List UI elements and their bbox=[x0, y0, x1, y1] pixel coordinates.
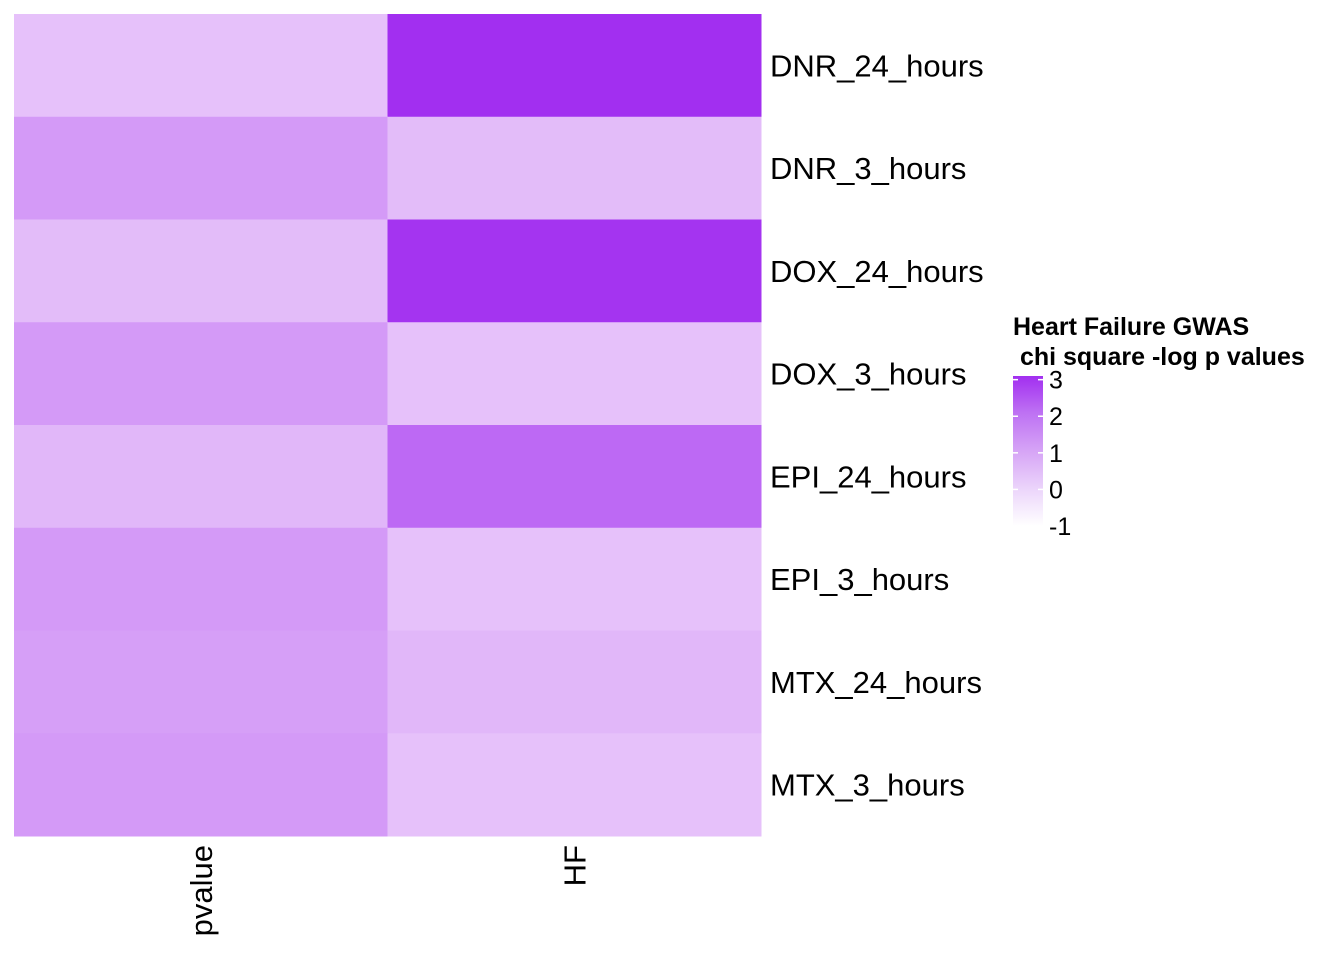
heatmap-cell-EPI_3_hours-HF bbox=[387, 527, 762, 631]
heatmap-cell-DOX_3_hours-pvalue bbox=[14, 322, 388, 426]
row-label: DNR_24_hours bbox=[770, 48, 984, 83]
heatmap-cells bbox=[14, 14, 762, 837]
heatmap-cell-MTX_3_hours-pvalue bbox=[14, 733, 388, 837]
legend-tick-label: 2 bbox=[1049, 403, 1063, 431]
legend-tick-label: 0 bbox=[1049, 476, 1063, 504]
heatmap-cell-DNR_3_hours-pvalue bbox=[14, 116, 388, 220]
heatmap-cell-DOX_24_hours-pvalue bbox=[14, 219, 388, 323]
legend-title-line1: Heart Failure GWAS bbox=[1013, 313, 1249, 341]
heatmap-cell-DOX_24_hours-HF bbox=[387, 219, 762, 323]
heatmap-cell-MTX_3_hours-HF bbox=[387, 733, 762, 837]
heatmap-cell-DNR_24_hours-pvalue bbox=[14, 14, 388, 118]
heatmap-cell-DNR_3_hours-HF bbox=[387, 116, 762, 220]
row-label: EPI_3_hours bbox=[770, 562, 949, 597]
row-label: DNR_3_hours bbox=[770, 151, 966, 186]
heatmap-cell-DOX_3_hours-HF bbox=[387, 322, 762, 426]
heatmap-cell-EPI_3_hours-pvalue bbox=[14, 527, 388, 631]
row-label: DOX_24_hours bbox=[770, 254, 984, 289]
legend-tick-label: 3 bbox=[1049, 367, 1063, 395]
legend-colorbar bbox=[1013, 376, 1043, 526]
column-label: pvalue bbox=[184, 845, 219, 936]
heatmap-cell-EPI_24_hours-pvalue bbox=[14, 425, 388, 529]
row-label: MTX_3_hours bbox=[770, 768, 965, 803]
legend-tick-label: -1 bbox=[1049, 513, 1071, 541]
heatmap-cell-EPI_24_hours-HF bbox=[387, 425, 762, 529]
row-label: DOX_3_hours bbox=[770, 357, 966, 392]
column-label: HF bbox=[557, 845, 592, 886]
color-legend: Heart Failure GWAS chi square -log p val… bbox=[1013, 313, 1305, 541]
column-labels: pvalue HF bbox=[184, 845, 593, 936]
row-labels: DNR_24_hours DNR_3_hours DOX_24_hours DOX_3… bbox=[770, 48, 984, 802]
heatmap-cell-MTX_24_hours-pvalue bbox=[14, 630, 388, 734]
row-label: EPI_24_hours bbox=[770, 459, 966, 494]
legend-title-line2: chi square -log p values bbox=[1013, 343, 1305, 371]
legend-ticks: 3 2 1 0 -1 bbox=[1013, 367, 1071, 541]
legend-tick-label: 1 bbox=[1049, 440, 1063, 468]
heatmap-cell-MTX_24_hours-HF bbox=[387, 630, 762, 734]
row-label: MTX_24_hours bbox=[770, 665, 982, 700]
heatmap-cell-DNR_24_hours-HF bbox=[387, 14, 762, 118]
